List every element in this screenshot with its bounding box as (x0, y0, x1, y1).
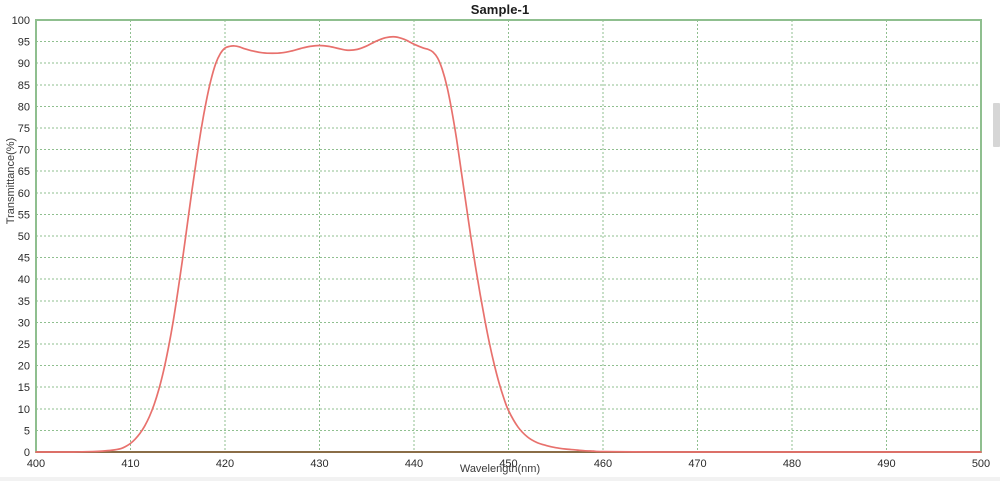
svg-text:65: 65 (18, 166, 30, 178)
svg-text:75: 75 (18, 123, 30, 135)
svg-text:90: 90 (18, 58, 30, 70)
svg-text:0: 0 (24, 447, 30, 459)
svg-text:410: 410 (121, 458, 139, 470)
x-axis-title: Wavelength(nm) (459, 463, 541, 475)
gridlines (36, 20, 981, 452)
svg-text:430: 430 (310, 458, 328, 470)
svg-text:440: 440 (405, 458, 423, 470)
svg-text:35: 35 (18, 296, 30, 308)
scrollbar-thumb[interactable] (993, 103, 1000, 147)
svg-text:70: 70 (18, 145, 30, 157)
svg-text:40: 40 (18, 274, 30, 286)
svg-text:30: 30 (18, 317, 30, 329)
svg-text:55: 55 (18, 209, 30, 221)
y-tick-labels: 0 5 10 15 20 25 30 35 40 45 50 55 60 65 70 75 80 85 90 95 10… (12, 15, 30, 459)
svg-text:500: 500 (972, 458, 990, 470)
svg-text:10: 10 (18, 404, 30, 416)
svg-text:20: 20 (18, 361, 30, 373)
x-tick-labels: 400 410 420 430 440 450 460 470 480 490 500 (27, 458, 990, 470)
window-bottom-edge (0, 477, 1000, 481)
svg-text:420: 420 (216, 458, 234, 470)
svg-text:470: 470 (688, 458, 706, 470)
svg-text:5: 5 (24, 425, 30, 437)
svg-text:60: 60 (18, 188, 30, 200)
svg-text:100: 100 (12, 15, 30, 27)
svg-text:480: 480 (783, 458, 801, 470)
svg-text:85: 85 (18, 80, 30, 92)
svg-text:400: 400 (27, 458, 45, 470)
svg-text:95: 95 (18, 37, 30, 49)
svg-text:490: 490 (877, 458, 895, 470)
svg-text:50: 50 (18, 231, 30, 243)
svg-text:15: 15 (18, 382, 30, 394)
vertical-scrollbar[interactable] (993, 0, 1000, 481)
chart-title: Sample-1 (470, 2, 530, 17)
svg-text:80: 80 (18, 101, 30, 113)
svg-text:25: 25 (18, 339, 30, 351)
svg-text:450: 450 (499, 458, 517, 470)
svg-text:460: 460 (594, 458, 612, 470)
y-axis-title: Transmittance(%) (5, 137, 17, 225)
svg-text:45: 45 (18, 253, 30, 265)
series-line-0 (35, 35, 982, 453)
